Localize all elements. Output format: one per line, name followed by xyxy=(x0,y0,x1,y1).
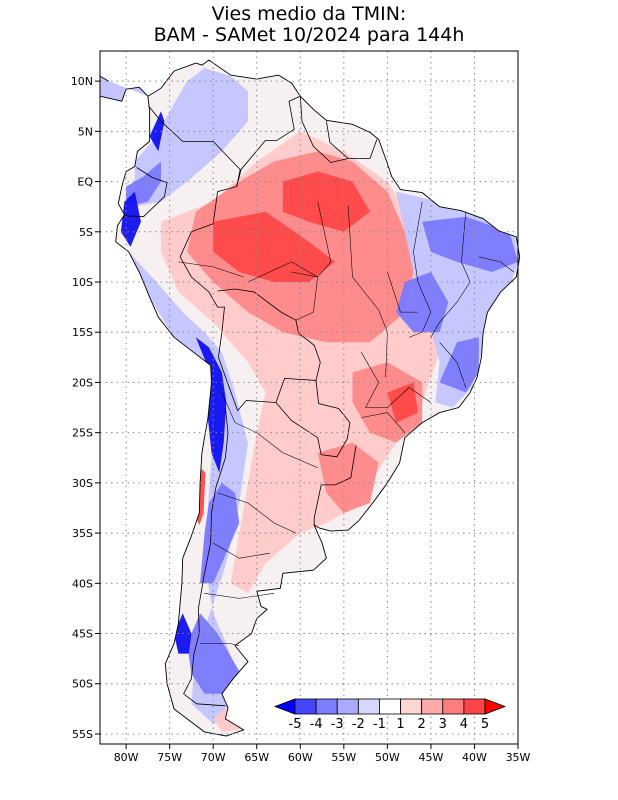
country-border xyxy=(299,96,378,163)
map-title-line2: BAM - SAMet 10/2024 para 144h xyxy=(153,24,465,46)
lon-tick-label: 75W xyxy=(157,751,182,764)
axis-ticks-layer: 80W 75W 70W 65W 60W 55W 50W 45W 40W 35W 10N 5N EQ 5S 1… xyxy=(71,75,531,764)
lon-tick-label: 70W xyxy=(201,751,226,764)
lon-tick-label: 65W xyxy=(244,751,269,764)
colorbar-label: 3 xyxy=(439,717,447,732)
colorbar-low-arrow xyxy=(273,698,296,715)
state-border xyxy=(439,342,467,388)
colorbar-swatch xyxy=(442,698,465,715)
country-border xyxy=(217,288,321,412)
colorbar-swatch xyxy=(400,698,423,715)
country-border xyxy=(179,223,225,358)
colorbar-swatch xyxy=(463,698,486,715)
state-border xyxy=(221,392,318,469)
colorbar: -5 -4 -3 -2 -1 1 2 3 4 5 xyxy=(273,698,507,732)
state-border xyxy=(430,211,471,338)
bias-region xyxy=(200,482,240,584)
bias-region xyxy=(134,68,248,207)
country-border xyxy=(123,167,168,218)
state-border xyxy=(213,542,270,559)
bias-region xyxy=(282,171,370,232)
state-border xyxy=(361,352,432,408)
lat-tick-label: 10N xyxy=(71,75,93,88)
coastline xyxy=(115,59,521,737)
state-border xyxy=(387,271,418,313)
lat-tick-label: 5S xyxy=(79,226,93,239)
state-border xyxy=(361,412,406,433)
state-border xyxy=(204,593,275,599)
map-frame xyxy=(99,50,519,745)
state-border xyxy=(409,201,432,338)
colorbar-label: -3 xyxy=(331,717,344,732)
state-border xyxy=(217,492,297,534)
colorbar-label: -4 xyxy=(310,717,323,732)
lat-tick-label: EQ xyxy=(77,176,93,189)
lon-tick-label: 60W xyxy=(288,751,313,764)
lat-tick-label: 20S xyxy=(72,376,93,389)
lat-tick-label: 55S xyxy=(72,728,93,741)
lat-tick-label: 40S xyxy=(72,577,93,590)
bias-region xyxy=(439,337,479,393)
bias-region xyxy=(195,337,227,473)
lon-tick-label: 45W xyxy=(418,751,443,764)
colorbar-swatch xyxy=(379,698,401,715)
colorbar-label: -5 xyxy=(289,717,302,732)
lat-tick-label: 50S xyxy=(72,678,93,691)
map-title-line1: Vies medio da TMIN: xyxy=(211,3,407,25)
colorbar-swatch xyxy=(294,698,317,715)
country-border xyxy=(148,105,241,224)
country-border xyxy=(326,121,349,159)
lon-tick-label: 50W xyxy=(375,751,400,764)
lat-tick-label: 25S xyxy=(72,427,93,440)
colorbar-label: -1 xyxy=(373,717,386,732)
lat-tick-label: 35S xyxy=(72,527,93,540)
country-border xyxy=(183,407,229,707)
bias-field-layer xyxy=(100,60,520,736)
bias-region xyxy=(422,216,518,272)
colorbar-swatch xyxy=(357,698,380,715)
lon-tick-label: 80W xyxy=(114,751,139,764)
bias-region xyxy=(213,211,336,282)
colorbar-label: -2 xyxy=(352,717,365,732)
state-border xyxy=(247,261,318,321)
bias-region xyxy=(317,442,379,513)
state-border xyxy=(478,256,514,273)
country-border xyxy=(275,380,351,458)
state-border xyxy=(347,205,388,378)
bias-region xyxy=(387,382,418,423)
lon-tick-label: 55W xyxy=(331,751,356,764)
state-border xyxy=(291,201,332,278)
lat-tick-label: 45S xyxy=(72,628,93,641)
colorbar-high-arrow xyxy=(484,698,507,715)
colorbar-swatch xyxy=(336,698,359,715)
lat-tick-label: 10S xyxy=(72,276,93,289)
lon-tick-label: 35W xyxy=(506,751,531,764)
colorbar-swatch xyxy=(421,698,444,715)
lat-tick-label: 5N xyxy=(78,125,93,138)
colorbar-label: 5 xyxy=(481,717,489,732)
central-america-base xyxy=(100,76,148,102)
country-borders-layer xyxy=(99,59,521,737)
colorbar-swatch xyxy=(315,698,338,715)
country-border xyxy=(236,95,301,187)
lat-tick-label: 15S xyxy=(72,326,93,339)
colorbar-label: 4 xyxy=(460,717,468,732)
country-border xyxy=(313,445,357,526)
colorbar-label: 1 xyxy=(396,717,404,732)
bias-region xyxy=(396,272,449,333)
bias-region xyxy=(187,613,244,694)
state-border xyxy=(200,643,240,646)
colorbar-label: 2 xyxy=(418,717,426,732)
lon-tick-label: 40W xyxy=(462,751,487,764)
lat-tick-label: 30S xyxy=(72,477,93,490)
